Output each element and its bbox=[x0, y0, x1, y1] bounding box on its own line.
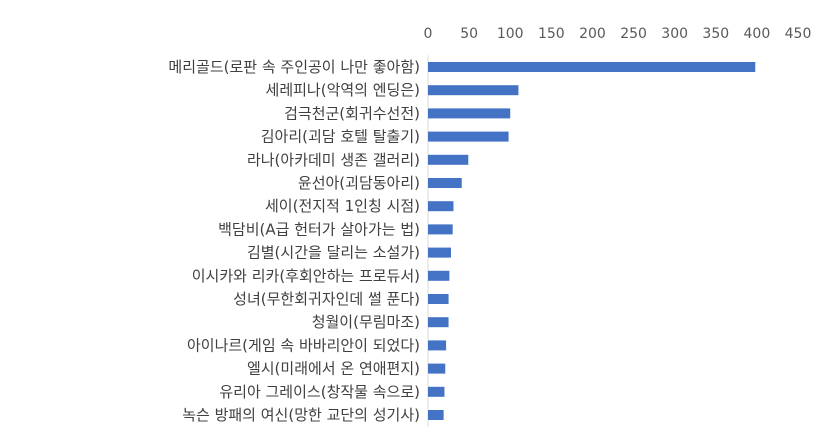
bar bbox=[428, 108, 511, 119]
bar bbox=[428, 131, 509, 142]
x-tick-label: 300 bbox=[661, 26, 688, 42]
category-labels: 메리골드(로판 속 주인공이 나만 좋아함) 세레피나(악역의 엔딩은) 검극천군(… bbox=[168, 58, 420, 424]
bar bbox=[428, 340, 447, 351]
bar bbox=[428, 154, 469, 165]
category-label: 세이(전지적 1인칭 시점) bbox=[265, 197, 420, 215]
bar bbox=[428, 247, 452, 258]
bars bbox=[428, 62, 756, 420]
bar bbox=[428, 317, 449, 328]
x-tick-label: 50 bbox=[460, 26, 478, 42]
category-label: 김아리(괴담 호텔 탈출기) bbox=[261, 128, 420, 146]
bar bbox=[428, 294, 449, 304]
category-label: 백담비(A급 헌터가 살아가는 법) bbox=[218, 220, 420, 238]
category-label: 메리골드(로판 속 주인공이 나만 좋아함) bbox=[168, 58, 420, 76]
category-label: 엘시(미래에서 온 연애편지) bbox=[247, 360, 420, 378]
x-axis-ticks: 0 50 100 150 200 250 300 350 400 450 bbox=[424, 26, 812, 42]
category-label: 윤선아(괴담동아리) bbox=[298, 174, 420, 192]
bar bbox=[428, 410, 444, 420]
category-label: 검극천군(회귀수선전) bbox=[284, 104, 420, 122]
category-label: 유리아 그레이스(창작물 속으로) bbox=[219, 383, 420, 401]
bar bbox=[428, 270, 450, 281]
category-label: 세레피나(악역의 엔딩은) bbox=[266, 81, 420, 99]
bar bbox=[428, 363, 446, 374]
x-tick-label: 250 bbox=[620, 26, 647, 42]
category-label: 이시카와 리카(후회안하는 프로듀서) bbox=[192, 267, 420, 285]
category-label: 성녀(무한회귀자인데 썰 푼다) bbox=[233, 290, 420, 308]
bar bbox=[428, 224, 453, 235]
bar bbox=[428, 386, 445, 397]
category-label: 김별(시간을 달리는 소설가) bbox=[247, 244, 420, 262]
category-label: 청월이(무림마조) bbox=[312, 313, 420, 331]
bar bbox=[428, 62, 756, 72]
x-tick-label: 400 bbox=[744, 26, 771, 42]
x-tick-label: 150 bbox=[538, 26, 565, 42]
category-label: 아이나르(게임 속 바바리안이 되었다) bbox=[187, 336, 420, 354]
x-tick-label: 350 bbox=[702, 26, 729, 42]
bar bbox=[428, 201, 454, 212]
category-label: 라나(아카데미 생존 갤러리) bbox=[247, 151, 420, 169]
category-label: 녹슨 방패의 여신(망한 교단의 성기사) bbox=[182, 406, 420, 424]
x-tick-label: 200 bbox=[579, 26, 606, 42]
x-tick-label: 0 bbox=[424, 26, 433, 42]
bar bbox=[428, 85, 519, 96]
x-tick-label: 450 bbox=[785, 26, 812, 42]
bar bbox=[428, 178, 462, 188]
x-tick-label: 100 bbox=[497, 26, 524, 42]
